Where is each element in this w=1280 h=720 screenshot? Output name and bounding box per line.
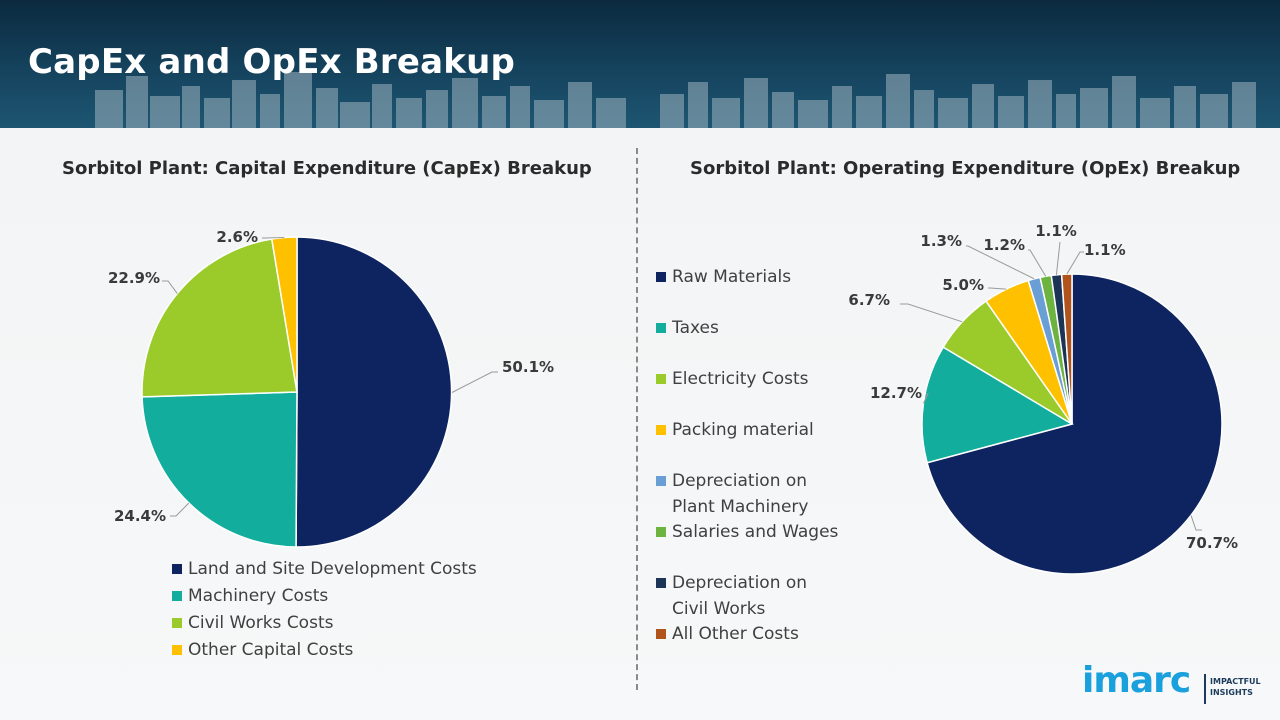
legend-label-2: Electricity Costs xyxy=(672,369,809,389)
logo-wordmark: imarc xyxy=(1082,660,1191,701)
page-title: CapEx and OpEx Breakup xyxy=(28,42,516,82)
legend-label-6: Depreciation on Civil Works xyxy=(672,573,808,619)
data-label-3: 2.6% xyxy=(216,228,258,246)
leader-line-1 xyxy=(170,502,190,517)
opex-chart-title: Sorbitol Plant: Operating Expenditure (O… xyxy=(690,158,1241,179)
leader-line-0 xyxy=(451,371,498,393)
pie-slice-1 xyxy=(141,391,298,548)
legend-label-7: All Other Costs xyxy=(672,624,799,644)
data-label-6: 1.1% xyxy=(1035,222,1077,240)
legend-label-4: Depreciation on Plant Machinery xyxy=(672,471,809,517)
legend-swatch-1 xyxy=(656,323,666,333)
data-label-1: 12.7% xyxy=(870,384,922,402)
data-label-4: 1.3% xyxy=(920,232,962,250)
header-banner: CapEx and OpEx Breakup xyxy=(0,0,1280,128)
legend-label-3: Packing material xyxy=(672,420,814,440)
legend-swatch-2 xyxy=(172,618,182,628)
legend-label-0: Raw Materials xyxy=(672,267,792,287)
leader-line-1 xyxy=(922,393,929,404)
data-label-5: 1.2% xyxy=(983,236,1025,254)
legend-swatch-2 xyxy=(656,374,666,384)
leader-line-6 xyxy=(1055,241,1061,275)
leader-line-2 xyxy=(900,303,963,323)
legend-swatch-0 xyxy=(172,564,182,574)
leader-line-3 xyxy=(988,287,1007,290)
legend-swatch-7 xyxy=(656,629,666,639)
legend-label-0: Land and Site Development Costs xyxy=(188,559,477,579)
data-label-7: 1.1% xyxy=(1084,241,1126,259)
data-label-0: 70.7% xyxy=(1186,534,1238,552)
legend-swatch-5 xyxy=(656,527,666,537)
logo-tagline: IMPACTFUL INSIGHTS xyxy=(1210,677,1261,697)
data-label-2: 22.9% xyxy=(108,269,160,287)
legend-label-2: Civil Works Costs xyxy=(188,613,334,633)
legend-swatch-3 xyxy=(172,645,182,655)
legend-label-5: Salaries and Wages xyxy=(672,522,839,542)
leader-line-2 xyxy=(162,280,178,294)
logo-divider xyxy=(1204,674,1206,704)
leader-line-5 xyxy=(1028,249,1047,277)
legend-swatch-4 xyxy=(656,476,666,486)
legend-swatch-6 xyxy=(656,578,666,588)
leader-line-4 xyxy=(966,245,1035,280)
legend-label-1: Taxes xyxy=(672,318,719,338)
capex-pie-chart: 50.1% 24.4% 22.9% 2.6% xyxy=(108,228,554,548)
legend-swatch-3 xyxy=(656,425,666,435)
capex-chart-title: Sorbitol Plant: Capital Expenditure (Cap… xyxy=(62,158,592,179)
city-skyline-graphic xyxy=(95,72,1256,128)
leader-line-7 xyxy=(1066,251,1084,275)
data-label-3: 5.0% xyxy=(942,276,984,294)
legend-swatch-1 xyxy=(172,591,182,601)
data-label-0: 50.1% xyxy=(502,358,554,376)
pie-slice-0 xyxy=(295,236,453,548)
legend-label-1: Machinery Costs xyxy=(188,586,329,606)
legend-swatch-0 xyxy=(656,272,666,282)
leader-line-3 xyxy=(262,237,285,239)
legend-label-3: Other Capital Costs xyxy=(188,640,354,660)
panel-divider xyxy=(636,148,638,690)
data-label-2: 6.7% xyxy=(848,291,890,309)
data-label-1: 24.4% xyxy=(114,507,166,525)
imarc-logo: imarc IMPACTFUL INSIGHTS xyxy=(1082,660,1272,708)
leader-line-0 xyxy=(1190,515,1202,531)
